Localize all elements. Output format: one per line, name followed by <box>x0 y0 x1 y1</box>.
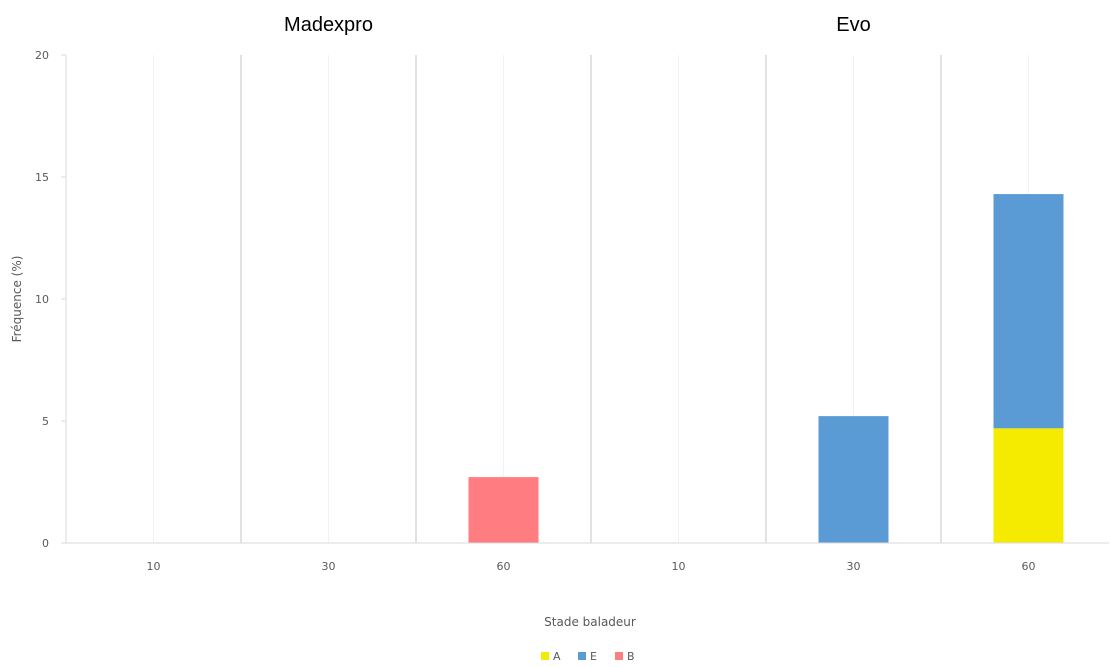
legend-swatch-A <box>541 652 549 660</box>
x-tick-label: 10 <box>672 560 686 573</box>
legend-label-E: E <box>590 650 597 663</box>
grid-layer <box>153 55 1029 543</box>
x-tick-label: 60 <box>1022 560 1036 573</box>
y-tick-label: 5 <box>42 415 49 428</box>
legend-swatch-E <box>578 652 586 660</box>
bar-B <box>468 477 539 543</box>
y-axis-title: Fréquence (%) <box>10 256 24 343</box>
x-tick-label: 30 <box>847 560 861 573</box>
y-tick-label: 10 <box>35 293 49 306</box>
x-tick-label: 60 <box>497 560 511 573</box>
bar-E <box>818 416 889 543</box>
y-tick-label: 15 <box>35 171 49 184</box>
y-tick-label: 0 <box>42 537 49 550</box>
bars-layer <box>468 194 1064 543</box>
bar-A <box>993 428 1064 543</box>
axis-layer <box>61 54 1109 544</box>
legend-label-B: B <box>627 650 635 663</box>
text-layer: 0 5 10 15 20 Madexpro 10 30 60 Evo 10 30 60 <box>35 14 1036 573</box>
legend-label-A: A <box>553 650 561 663</box>
x-tick-label: 10 <box>147 560 161 573</box>
y-tick-label: 20 <box>35 49 49 62</box>
panel-title: Madexpro <box>284 14 373 36</box>
legend-swatch-B <box>615 652 623 660</box>
bar-E <box>993 194 1064 429</box>
x-tick-label: 30 <box>322 560 336 573</box>
panel-title: Evo <box>836 14 870 36</box>
x-axis-title: Stade baladeur <box>544 615 636 629</box>
